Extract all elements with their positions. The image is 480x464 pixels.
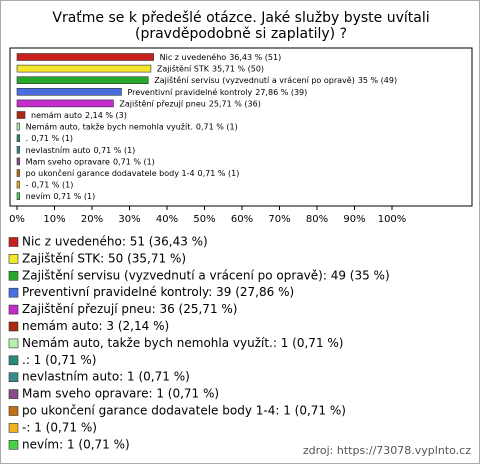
- bar-category: -: [26, 180, 29, 189]
- bar-category: nemám auto: [31, 111, 82, 120]
- bar-label: nemám auto 2,14 % (3): [31, 111, 127, 120]
- bar-category: .: [26, 134, 29, 143]
- legend-label: Zajištění servisu (vyzvednutí a vrácení …: [22, 268, 390, 282]
- bar: [16, 157, 20, 166]
- legend-swatch: [8, 372, 19, 383]
- legend-label: Nic z uvedeného: 51 (36,43 %): [22, 235, 208, 249]
- value-label: 0,71 % (1): [53, 192, 95, 201]
- bar-label: Nic z uvedeného 36,43 % (51): [160, 52, 282, 62]
- bar-category: Zajištění STK: [157, 63, 210, 73]
- legend-swatch: [8, 321, 19, 332]
- bar-category: po ukončení garance dodavatele body 1-4: [26, 168, 195, 178]
- bar-label: Zajištění servisu (vyzvednutí a vrácení …: [154, 75, 397, 85]
- x-tick-label: 50%: [193, 214, 215, 225]
- x-tick-label: 10%: [43, 214, 65, 225]
- legend-swatch: [8, 254, 19, 264]
- legend-swatch: [8, 406, 19, 416]
- bar-category: Nemám auto, takže bych nemohla využít.: [26, 122, 193, 131]
- x-tick-label: 40%: [156, 214, 178, 225]
- bar: [16, 53, 154, 61]
- x-tick-label: 90%: [343, 214, 365, 225]
- legend-swatch: [8, 338, 19, 349]
- bar-category: Mam sveho opravare: [26, 157, 110, 166]
- bar-label: nevím 0,71 % (1): [26, 192, 96, 201]
- legend-label: Nemám auto, takže bych nemohla využít.: …: [22, 336, 343, 350]
- bar-label: Mam sveho opravare 0,71 % (1): [26, 157, 155, 166]
- value-label: 0,71 % (1): [196, 122, 238, 131]
- bar: [16, 111, 26, 119]
- value-label: 0,71 % (1): [31, 134, 73, 143]
- bar: [16, 169, 20, 177]
- legend-label: .: 1 (0,71 %): [22, 353, 96, 367]
- value-label: 2,14 % (3): [85, 111, 127, 120]
- value-label: 0,71 % (1): [93, 145, 135, 154]
- bar-category: Zajištění přezují pneu: [119, 98, 205, 108]
- bar: [16, 146, 20, 154]
- bar: [16, 134, 20, 142]
- legend-label: -: 1 (0,71 %): [22, 420, 97, 434]
- bar-category: nevlastním auto: [26, 145, 91, 154]
- value-label: 35,71 % (50): [212, 64, 264, 73]
- bar-label: Preventivní pravidelné kontroly 27,86 % (…: [127, 86, 307, 96]
- bar-category: Zajištění servisu (vyzvednutí a vrácení …: [154, 75, 355, 85]
- x-tick-label: 70%: [268, 214, 290, 225]
- bar: [16, 192, 20, 200]
- legend-swatch: [8, 270, 19, 281]
- x-tick-label: 60%: [231, 214, 253, 225]
- bar-label: Zajištění STK 35,71 % (50): [157, 63, 264, 73]
- bar-category: Preventivní pravidelné kontroly: [127, 86, 252, 96]
- bar-label: . 0,71 % (1): [26, 134, 73, 143]
- x-tick-label: 80%: [306, 214, 328, 225]
- bar: [16, 64, 152, 73]
- legend-swatch: [8, 423, 19, 433]
- value-label: 36,43 % (51): [229, 53, 281, 62]
- source: zdroj: https://73078.vyplnto.cz: [303, 444, 471, 457]
- value-label: 35 % (49): [358, 76, 397, 85]
- legend-label: Zajištění přezují pneu: 36 (25,71 %): [22, 302, 237, 316]
- legend-swatch: [8, 304, 19, 315]
- bar: [16, 99, 114, 108]
- bar: [16, 122, 20, 131]
- bar-category: nevím: [26, 192, 51, 201]
- legend-label: po ukončení garance dodavatele body 1-4:…: [22, 404, 346, 418]
- legend-label: Preventivní pravidelné kontroly: 39 (27,…: [22, 285, 294, 299]
- bar-label: Zajištění přezují pneu 25,71 % (36): [119, 98, 260, 108]
- value-label: 27,86 % (39): [255, 87, 307, 96]
- legend-label: nevím: 1 (0,71 %): [22, 437, 130, 451]
- value-label: 0,71 % (1): [32, 180, 74, 189]
- value-label: 25,71 % (36): [209, 99, 261, 108]
- legend-label: Zajištění STK: 50 (35,71 %): [22, 251, 186, 265]
- chart-title: (pravděpodobně si zaplatily) ?: [135, 26, 347, 42]
- bar-label: -0,71 % (1): [26, 180, 74, 189]
- bar: [16, 180, 20, 189]
- legend-label: Mam sveho opravare: 1 (0,71 %): [22, 387, 219, 401]
- value-label: 0,71 % (1): [198, 169, 240, 178]
- plot-frame: [9, 47, 473, 207]
- legend-swatch: [8, 287, 19, 298]
- legend-label: nevlastním auto: 1 (0,71 %): [22, 370, 190, 384]
- bar-category: Nic z uvedeného: [160, 52, 227, 62]
- legend-swatch: [8, 355, 19, 366]
- chart-title: Vraťme se k předešlé otázce. Jaké služby…: [52, 10, 429, 26]
- x-tick-label: 30%: [118, 214, 140, 225]
- legend-swatch: [8, 389, 19, 399]
- bar-label: Nemám auto, takže bych nemohla využít. 0,…: [26, 122, 238, 131]
- x-tick-label: 0%: [9, 214, 25, 225]
- bar-label: nevlastním auto 0,71 % (1): [26, 145, 136, 154]
- bar: [16, 88, 122, 96]
- bar: [16, 76, 149, 84]
- x-tick-label: 100%: [378, 214, 407, 225]
- value-label: 0,71 % (1): [113, 157, 155, 166]
- bar-label: po ukončení garance dodavatele body 1-4 0…: [26, 168, 240, 178]
- legend-swatch: [8, 439, 19, 450]
- legend-label: nemám auto: 3 (2,14 %): [22, 319, 169, 333]
- legend-swatch: [8, 237, 19, 247]
- x-tick-label: 20%: [81, 214, 103, 225]
